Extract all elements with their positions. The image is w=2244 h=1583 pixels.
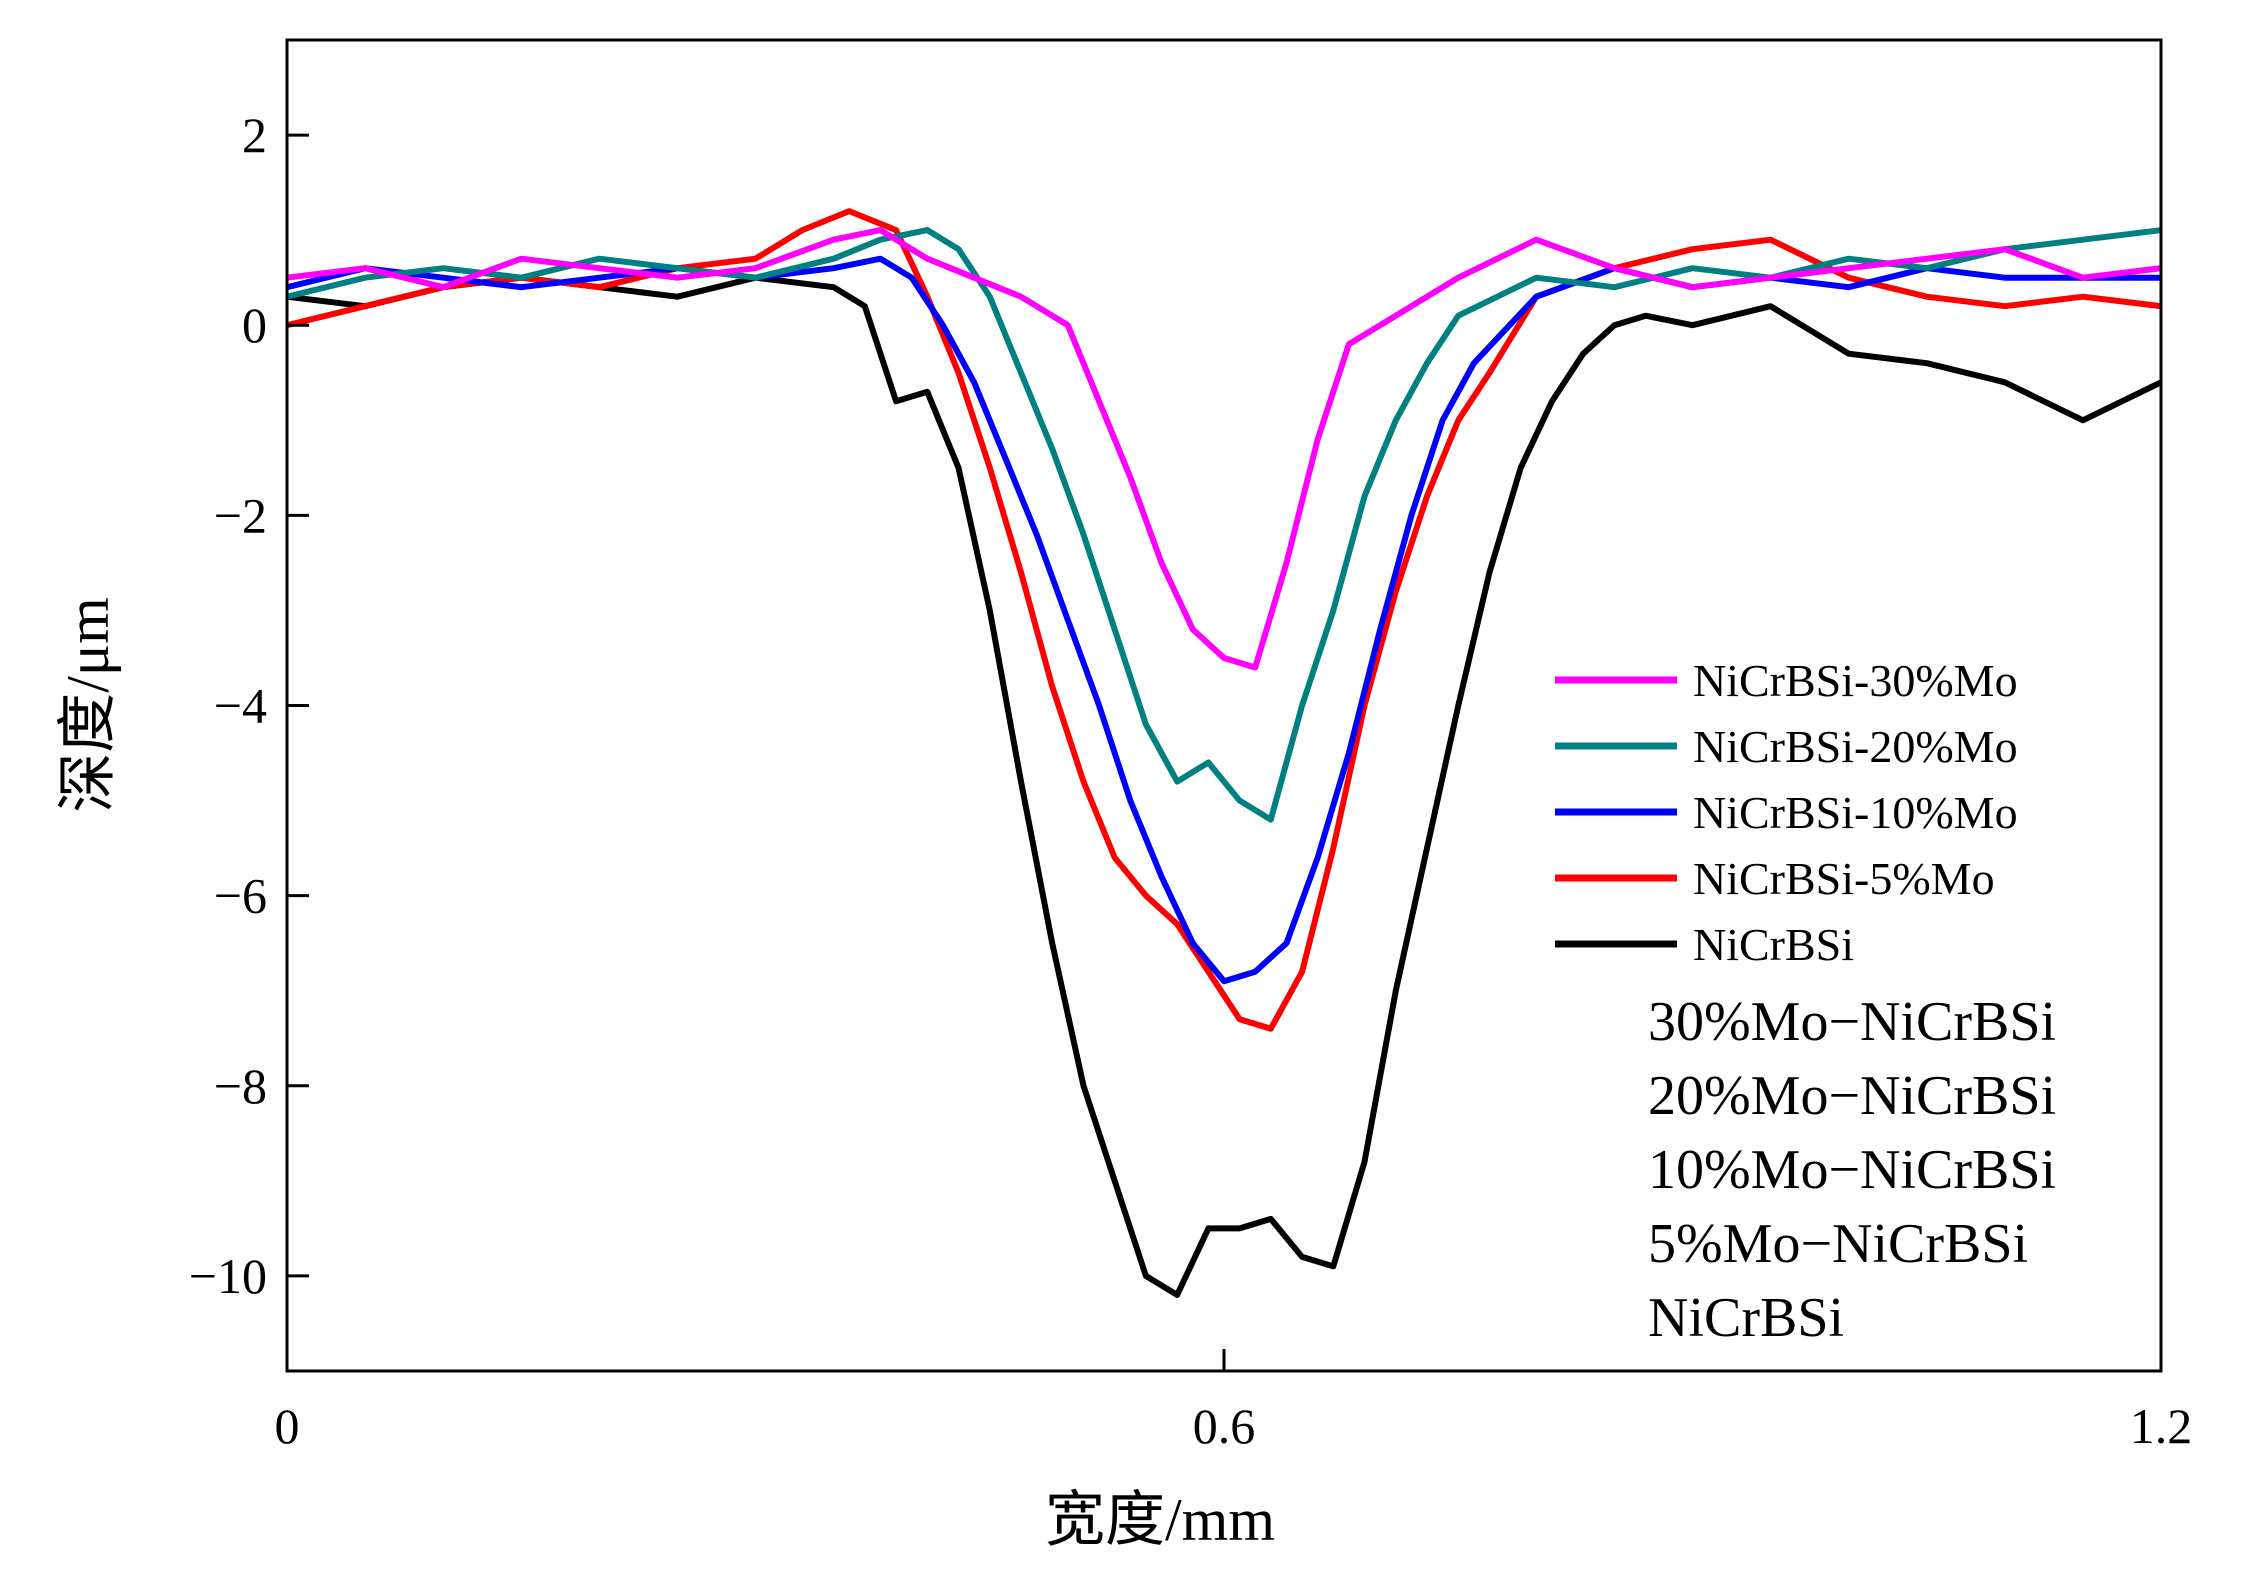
x-tick-label: 1.2 <box>2130 1398 2193 1454</box>
legend-label: NiCrBSi-5%Mo <box>1693 853 1995 904</box>
annotation-label: 10%Mo−NiCrBSi <box>1648 1139 2056 1201</box>
legend-label: NiCrBSi-30%Mo <box>1693 655 2018 706</box>
series-line-0 <box>287 227 2161 671</box>
y-tick-label: −4 <box>214 678 267 734</box>
annotation-label: NiCrBSi <box>1648 1287 1844 1349</box>
y-tick-label: −6 <box>214 868 267 924</box>
x-axis-label: 宽度/mm <box>1045 1487 1275 1553</box>
y-axis-ticks: 2 0 −2 −4 −6 −8 −10 <box>189 107 309 1304</box>
sample-annotation-list: 30%Mo−NiCrBSi 20%Mo−NiCrBSi 10%Mo−NiCrBSi 5… <box>1648 991 2056 1349</box>
annotation-label: 5%Mo−NiCrBSi <box>1648 1213 2028 1275</box>
series-line-4 <box>287 274 2161 1298</box>
plot-series-group <box>287 208 2161 1298</box>
annotation-label: 20%Mo−NiCrBSi <box>1648 1065 2056 1127</box>
legend-label: NiCrBSi-20%Mo <box>1693 721 2018 772</box>
x-tick-label: 0.6 <box>1193 1398 1256 1454</box>
legend-label: NiCrBSi <box>1693 919 1854 970</box>
y-tick-label: −2 <box>214 487 267 543</box>
y-tick-label: −8 <box>214 1058 267 1114</box>
series-line-1 <box>287 227 2161 823</box>
y-axis-label: 深度/μm <box>55 597 121 813</box>
legend-label: NiCrBSi-10%Mo <box>1693 787 2018 838</box>
legend: NiCrBSi-30%Mo NiCrBSi-20%Mo NiCrBSi-10%Mo N… <box>1555 655 2018 970</box>
annotation-label: 30%Mo−NiCrBSi <box>1648 991 2056 1053</box>
x-axis-ticks: 0 0.6 1.2 <box>275 1349 2193 1454</box>
x-tick-label: 0 <box>275 1398 300 1454</box>
series-line-3 <box>287 208 2161 1032</box>
y-tick-label: −10 <box>189 1248 267 1304</box>
y-tick-label: 2 <box>242 107 267 163</box>
y-tick-label: 0 <box>242 297 267 353</box>
